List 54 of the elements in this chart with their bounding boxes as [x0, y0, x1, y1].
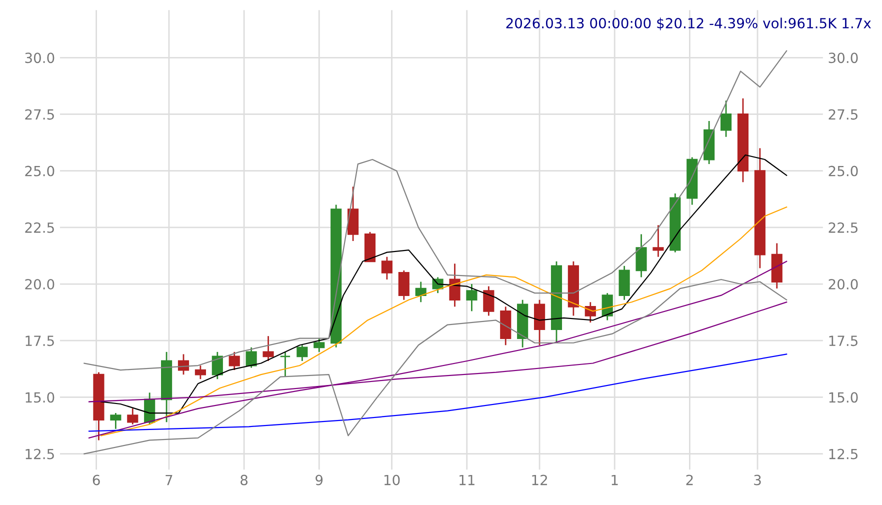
candlestick — [194, 364, 206, 380]
candlestick — [483, 286, 494, 316]
candlestick — [466, 283, 478, 312]
line-series — [100, 206, 788, 436]
x-tick-label: 3 — [754, 474, 761, 486]
line-series — [84, 278, 788, 454]
candlestick — [262, 335, 274, 362]
y2-tick-label: 25.0 — [828, 166, 858, 176]
candlestick — [280, 351, 291, 378]
x-tick-label: 1 — [612, 474, 618, 486]
candlestick — [381, 256, 392, 280]
candlestick — [296, 344, 308, 362]
y-tick-label: 15.0 — [26, 392, 54, 403]
candlestick — [127, 408, 138, 426]
line-series — [100, 154, 788, 414]
x-tick-label: 2 — [686, 474, 693, 486]
chart-title: 2026.03.13 00:00:00 $20.12 -4.39% vol:961.5K 1.7x — [506, 18, 871, 30]
line-series — [84, 50, 788, 371]
candlestick — [415, 281, 426, 303]
candlestick — [110, 412, 122, 430]
candlestick — [584, 301, 596, 324]
y2-tick-label: 17.5 — [829, 336, 858, 346]
y-tick-label: 17.5 — [26, 336, 54, 346]
y2-tick-label: 15.0 — [829, 392, 858, 403]
candlestick — [314, 338, 325, 353]
x-tick-label: 12 — [532, 474, 547, 486]
y2-tick-label: 30.0 — [828, 52, 858, 64]
y2-tick-label: 22.5 — [828, 222, 858, 233]
x-tick-label: 7 — [166, 474, 172, 486]
y-tick-label: 27.5 — [25, 109, 54, 120]
y-tick-label: 12.5 — [26, 448, 54, 460]
x-tick-label: 8 — [240, 474, 248, 486]
candlestick — [636, 234, 647, 278]
candlestick — [212, 351, 223, 380]
candlestick — [246, 346, 257, 368]
x-tick-label: 9 — [316, 474, 323, 486]
x-tick-label: 6 — [92, 474, 100, 486]
line-series — [88, 260, 788, 439]
y-tick-label: 22.5 — [25, 222, 54, 233]
candlestick — [602, 292, 613, 321]
candlestick — [398, 270, 410, 301]
x-tick-label: 10 — [384, 474, 400, 486]
y-tick-label: 20.0 — [25, 278, 54, 290]
candlestick — [720, 100, 732, 138]
y2-tick-label: 20.0 — [828, 278, 858, 290]
y-tick-label: 30.0 — [25, 52, 54, 64]
candlestick — [652, 224, 664, 258]
x-tick-label: 11 — [460, 474, 474, 486]
candlestick — [228, 351, 240, 371]
y-tick-label: 25.0 — [25, 166, 54, 176]
y2-tick-label: 27.5 — [828, 109, 858, 120]
candlestick — [449, 262, 460, 308]
line-series — [88, 354, 788, 432]
y2-tick-label: 12.5 — [829, 448, 858, 460]
